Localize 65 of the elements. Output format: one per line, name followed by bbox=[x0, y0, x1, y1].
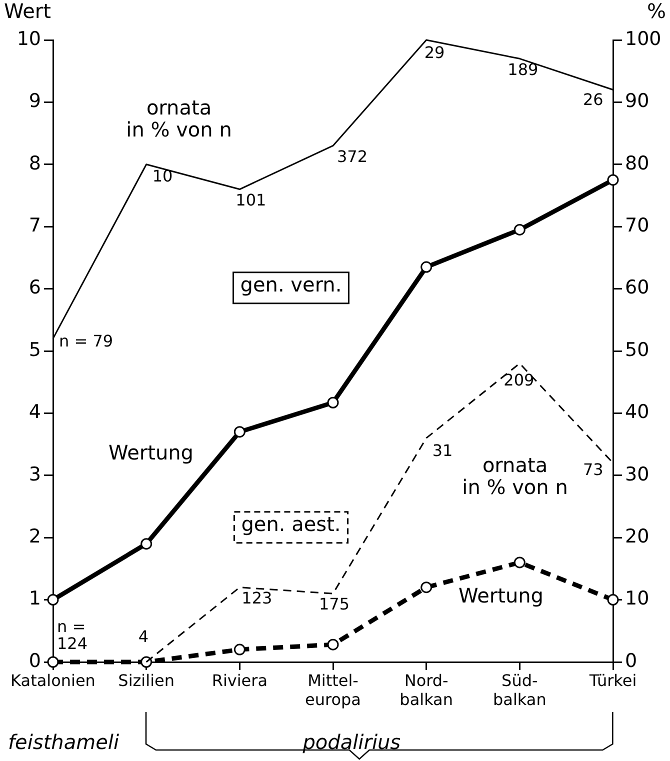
annotation: 175 bbox=[319, 594, 350, 614]
y-tick-label: 9 bbox=[28, 90, 41, 112]
series-label: ornata in % von n bbox=[126, 95, 232, 142]
series-label: ornata in % von n bbox=[462, 452, 568, 499]
annotation: 209 bbox=[504, 370, 534, 390]
annotation: 29 bbox=[424, 43, 445, 62]
y-tick-label: 7 bbox=[28, 214, 41, 237]
y2-tick-label: 90 bbox=[625, 90, 650, 112]
point bbox=[234, 426, 246, 438]
y-tick-label: 1 bbox=[28, 588, 41, 610]
y2-tick-label: 30 bbox=[625, 463, 650, 486]
y2-tick-label: 70 bbox=[625, 214, 650, 237]
y-tick-label: 2 bbox=[28, 526, 41, 548]
point bbox=[420, 582, 432, 594]
y2-tick-label: 40 bbox=[625, 401, 650, 424]
y2-axis-title: % bbox=[646, 0, 666, 24]
series-label: Wertung bbox=[458, 584, 544, 608]
point bbox=[514, 224, 526, 236]
y-tick-label: 6 bbox=[28, 276, 41, 299]
y2-tick-label: 100 bbox=[625, 28, 662, 50]
text: feisthameli bbox=[8, 730, 120, 754]
annotation: 189 bbox=[508, 60, 538, 79]
y-axis-title: Wert bbox=[4, 0, 52, 24]
x-tick-label: Mittel- europa bbox=[305, 670, 361, 709]
y2-tick-label: 60 bbox=[625, 276, 650, 299]
annotation: 4 bbox=[138, 627, 149, 646]
y-tick-label: 8 bbox=[28, 152, 41, 174]
x-tick-label: Türkei bbox=[588, 670, 637, 690]
point bbox=[47, 594, 59, 606]
y-tick-label: 0 bbox=[28, 650, 41, 672]
y-tick-label: 10 bbox=[16, 28, 41, 50]
y2-tick-label: 0 bbox=[625, 650, 638, 672]
annotation: n = 124 bbox=[57, 617, 88, 654]
point bbox=[607, 594, 619, 606]
y-tick-label: 3 bbox=[28, 463, 41, 486]
x-tick-label: Süd- balkan bbox=[492, 670, 546, 709]
annotation: 31 bbox=[432, 441, 453, 460]
point bbox=[514, 556, 526, 568]
x-tick-label: Riviera bbox=[212, 670, 268, 690]
annotation: gen. vern. bbox=[240, 272, 342, 297]
point bbox=[327, 638, 339, 650]
y2-tick-label: 50 bbox=[625, 338, 650, 361]
point bbox=[234, 644, 246, 656]
series-label: Wertung bbox=[108, 440, 194, 465]
y2-tick-label: 10 bbox=[625, 588, 650, 610]
point bbox=[607, 174, 619, 186]
annotation: 372 bbox=[337, 146, 368, 166]
y-tick-label: 4 bbox=[28, 401, 41, 424]
annotation: n = 79 bbox=[59, 332, 114, 351]
y2-tick-label: 80 bbox=[625, 152, 650, 174]
point bbox=[140, 656, 152, 668]
annotation: 26 bbox=[583, 90, 604, 109]
point bbox=[420, 261, 432, 273]
x-tick-label: Nord- balkan bbox=[400, 670, 454, 709]
point bbox=[140, 538, 152, 550]
annotation: gen. aest. bbox=[241, 512, 341, 536]
annotation: 73 bbox=[583, 460, 604, 480]
x-tick-label: Sizilien bbox=[118, 670, 174, 690]
y-tick-label: 5 bbox=[28, 338, 41, 361]
annotation: 123 bbox=[242, 588, 272, 608]
y2-tick-label: 20 bbox=[625, 526, 650, 548]
x-tick-label: Katalonien bbox=[10, 670, 96, 690]
annotation: 101 bbox=[236, 190, 266, 210]
point bbox=[327, 396, 339, 408]
text: podalirius bbox=[302, 730, 401, 754]
